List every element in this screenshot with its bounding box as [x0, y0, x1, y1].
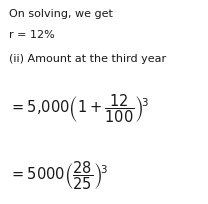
- Text: $= 5{,}000\left(1 + \dfrac{12}{100}\right)^{\!3}$: $= 5{,}000\left(1 + \dfrac{12}{100}\righ…: [9, 93, 150, 125]
- Text: (ii) Amount at the third year: (ii) Amount at the third year: [9, 54, 166, 64]
- Text: On solving, we get: On solving, we get: [9, 9, 113, 19]
- Text: $= 5000\left(\dfrac{28}{25}\right)^{\!3}$: $= 5000\left(\dfrac{28}{25}\right)^{\!3}…: [9, 159, 108, 192]
- Text: r = 12%: r = 12%: [9, 30, 55, 40]
